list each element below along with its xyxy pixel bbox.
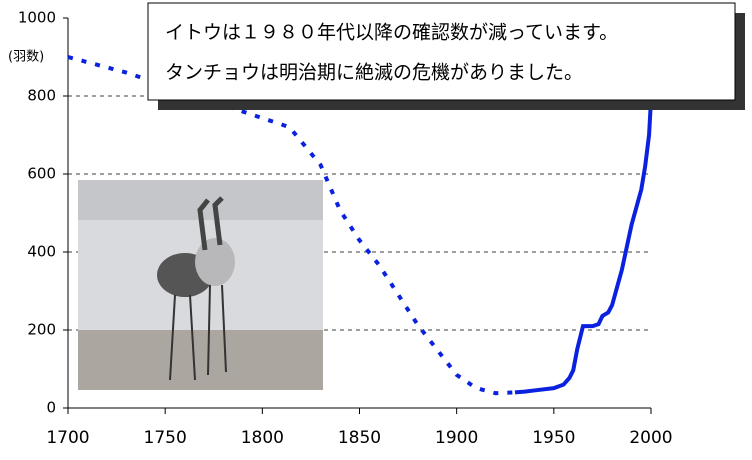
annotation-box: イトウは１９８０年代以降の確認数が減っています。 タンチョウは明治期に絶滅の危機… [148,3,745,110]
chart: 0 200 400 600 800 1000 1700 1750 1800 1850 1900 195… [0,0,752,456]
x-tick-label: 1800 [241,428,284,448]
y-tick-label: 200 [27,321,56,339]
x-tick-label: 1850 [338,428,381,448]
y-tick-label: 0 [46,399,56,417]
x-tick-label: 1700 [46,428,89,448]
photo [78,180,323,390]
y-axis-label: (羽数) [8,50,44,65]
y-tick-label: 400 [27,243,56,261]
y-tick-label: 600 [27,165,56,183]
data-line [515,100,651,393]
annotation-line: イトウは１９８０年代以降の確認数が減っています。 [165,22,618,44]
x-tick-label: 1900 [435,428,478,448]
y-tick-label: 1000 [18,9,56,27]
x-tick-label: 1950 [532,428,575,448]
annotation-line: タンチョウは明治期に絶滅の危機がありました。 [165,62,583,84]
x-tick-label: 2000 [629,428,672,448]
y-tick-label: 800 [27,87,56,105]
x-tick-label: 1750 [144,428,187,448]
